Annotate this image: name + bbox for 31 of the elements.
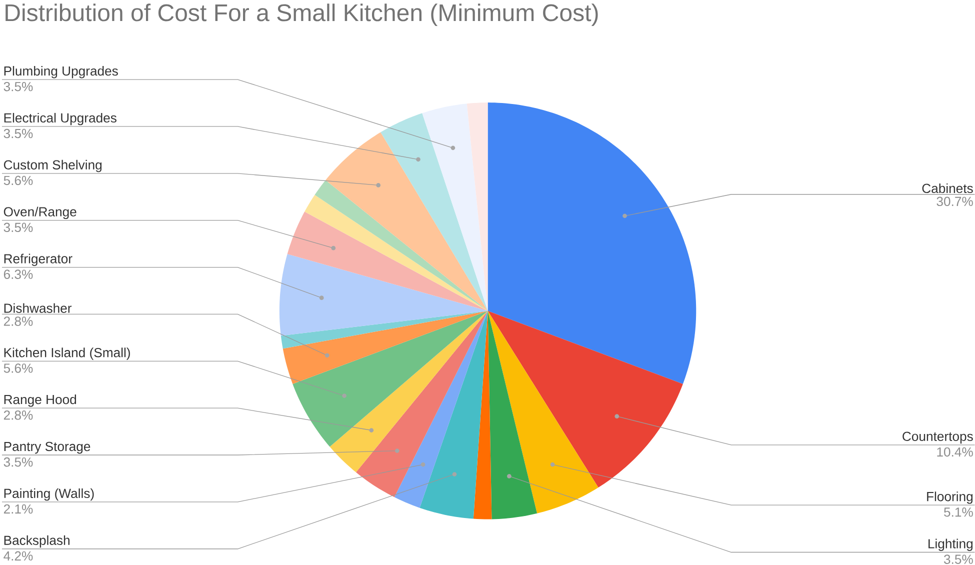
data-label: 2.8%	[4, 410, 33, 420]
slice-label: Oven/Range	[4, 206, 76, 220]
slice-label: Lighting	[928, 538, 973, 551]
data-label: 10.4%	[937, 447, 973, 457]
data-label: 3.5%	[4, 222, 33, 232]
data-label: 5.6%	[4, 364, 33, 373]
data-label: 3.5%	[4, 82, 33, 92]
slice-label: Flooring	[927, 492, 973, 504]
slice-label: Countertops	[902, 432, 973, 444]
data-label: 4.2%	[4, 551, 33, 560]
data-label: 3.5%	[4, 128, 33, 138]
data-label: 2.8%	[4, 316, 33, 326]
slice-label: Kitchen Island (Small)	[4, 348, 130, 360]
data-label: 30.7%	[936, 196, 973, 206]
data-label: 3.5%	[944, 554, 973, 564]
data-label: 3.5%	[4, 457, 33, 467]
slice-label: Painting (Walls)	[4, 488, 94, 501]
slice-label: Plumbing Upgrades	[4, 66, 118, 78]
slice-label: Pantry Storage	[4, 442, 90, 454]
slice-label: Range Hood	[4, 394, 76, 407]
data-label: 5.6%	[4, 176, 33, 186]
slice-label: Electrical Upgrades	[4, 112, 116, 126]
slice-label: Dishwasher	[4, 303, 72, 313]
data-label: 5.1%	[944, 508, 973, 517]
slice-label: Backsplash	[4, 535, 70, 548]
slice-label: Refrigerator	[4, 254, 72, 266]
slice-label: Custom Shelving	[4, 160, 102, 172]
data-label: 2.1%	[4, 504, 33, 514]
chart-title: Distribution of Cost For a Small Kitchen (Minimum Cost)	[6, 4, 598, 26]
slice-label: Cabinets	[922, 183, 973, 194]
data-label: 6.3%	[4, 270, 33, 279]
